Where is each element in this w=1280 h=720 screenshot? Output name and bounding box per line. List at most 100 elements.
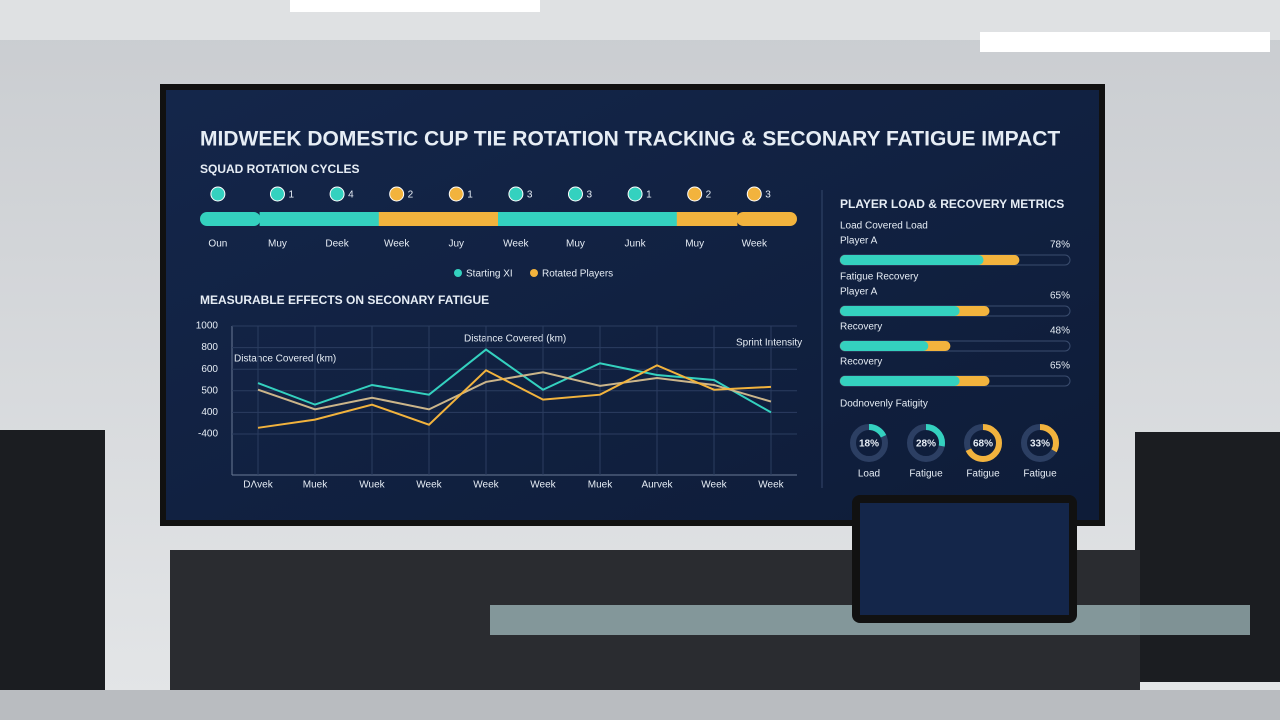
section-title: SQUAD ROTATION CYCLES: [200, 162, 360, 176]
bar-group: Fatigue Recovery: [840, 272, 918, 283]
player-icon: [687, 186, 703, 202]
rotation-count: 1: [467, 190, 473, 201]
y-tick-label: 800: [201, 342, 218, 353]
y-tick-label: 600: [201, 364, 218, 375]
data-line: [257, 364, 772, 429]
donut-name: Fatigue: [966, 469, 1000, 480]
x-tick-label: Wuek: [359, 480, 385, 491]
bar-value-label: 65%: [1050, 361, 1070, 372]
x-tick-label: Week: [473, 480, 499, 491]
bar-group: Load Covered Load: [840, 221, 928, 232]
x-tick-label: Aurvek: [641, 480, 673, 491]
bar-name: Player A: [840, 236, 878, 247]
donut-name: Load: [858, 469, 880, 480]
rotation-label: Week: [384, 239, 410, 250]
player-icon: [329, 186, 345, 202]
rotation-segment: [319, 212, 380, 226]
legend-swatch: [454, 269, 462, 277]
legend-swatch: [530, 269, 538, 277]
x-tick-label: Week: [416, 480, 442, 491]
donut: [1021, 424, 1059, 462]
y-tick-label: 1000: [196, 321, 219, 332]
player-icon: [627, 186, 643, 202]
bar-part: [840, 341, 929, 351]
annotation: Sprint Intensity: [736, 338, 802, 349]
rotation-segment: [259, 212, 321, 226]
player-icon: [746, 186, 762, 202]
bar-value-label: 65%: [1050, 291, 1070, 302]
x-tick-label: DΛvek: [243, 480, 273, 491]
ceiling-light: [980, 32, 1270, 52]
rotation-count: 2: [408, 190, 414, 201]
rotation-count: 2: [706, 190, 712, 201]
x-tick-label: Muek: [303, 480, 328, 491]
rotation-label: Juy: [448, 239, 464, 250]
x-tick-label: Week: [701, 480, 727, 491]
ceiling-light: [290, 0, 540, 12]
tablet-screen: [860, 503, 1069, 615]
section-title: PLAYER LOAD & RECOVERY METRICS: [840, 197, 1064, 211]
rotation-label: Deek: [325, 239, 349, 250]
bar-value-label: 78%: [1050, 240, 1070, 251]
rotation-segment: [617, 212, 678, 226]
annotation: Distance Covered (km): [464, 334, 566, 345]
bar-part: [840, 376, 960, 386]
donut-label: 28%: [916, 439, 936, 450]
donut: [964, 424, 1002, 462]
rotation-count: 1: [646, 190, 652, 201]
rotation-segment: [736, 212, 797, 226]
rotation-count: 1: [288, 190, 294, 201]
player-icon: [269, 186, 285, 202]
floor: [0, 690, 1280, 720]
bar-part: [840, 255, 984, 265]
legend-label: Rotated Players: [542, 269, 613, 280]
y-tick-label: 400: [201, 407, 218, 418]
player-icon: [448, 186, 464, 202]
rotation-segment: [438, 212, 499, 226]
bar-name: Player A: [840, 287, 878, 298]
x-tick-label: Muek: [588, 480, 613, 491]
rotation-count: 4: [348, 190, 354, 201]
server-rack: [1135, 432, 1280, 682]
rotation-segment: [378, 212, 440, 226]
rotation-label: Week: [503, 239, 529, 250]
y-tick-label: 500: [201, 385, 218, 396]
donut-label: 68%: [973, 439, 993, 450]
server-rack: [0, 430, 105, 700]
rotation-count: 3: [765, 190, 771, 201]
rotation-segment: [676, 212, 738, 226]
rotation-label: Muy: [685, 239, 704, 250]
x-tick-label: Week: [530, 480, 556, 491]
rotation-label: Muy: [268, 239, 287, 250]
y-tick-label: -400: [198, 429, 218, 440]
donut: [907, 424, 945, 462]
player-icon: [389, 186, 405, 202]
bar-value-label: 48%: [1050, 326, 1070, 337]
bar-name: Recovery: [840, 322, 882, 333]
annotation: Distance Covered (km): [234, 354, 336, 365]
player-icon: [567, 186, 583, 202]
player-icon: [210, 186, 226, 202]
donut: [850, 424, 888, 462]
chart-title: MEASURABLE EFFECTS ON SECONARY FATIGUE: [200, 293, 489, 307]
data-line: [257, 371, 772, 411]
legend-label: Starting XI: [466, 269, 513, 280]
donut-title: Dodnovenly Fatigity: [840, 399, 928, 410]
rotation-label: Muy: [566, 239, 585, 250]
player-icon: [508, 186, 524, 202]
rotation-segment: [498, 212, 559, 226]
donut-label: 33%: [1030, 439, 1050, 450]
rotation-label: Week: [742, 239, 768, 250]
x-tick-label: Week: [758, 480, 784, 491]
donut-name: Fatigue: [909, 469, 943, 480]
dashboard-title: MIDWEEK DOMESTIC CUP TIE ROTATION TRACKI…: [200, 128, 1060, 151]
rotation-label: Junk: [625, 239, 647, 250]
bar-name: Recovery: [840, 357, 882, 368]
rotation-label: Oun: [208, 239, 227, 250]
donut-name: Fatigue: [1023, 469, 1057, 480]
rotation-segment: [200, 212, 261, 226]
rotation-count: 3: [586, 190, 592, 201]
rotation-segment: [557, 212, 619, 226]
bar-part: [840, 306, 960, 316]
